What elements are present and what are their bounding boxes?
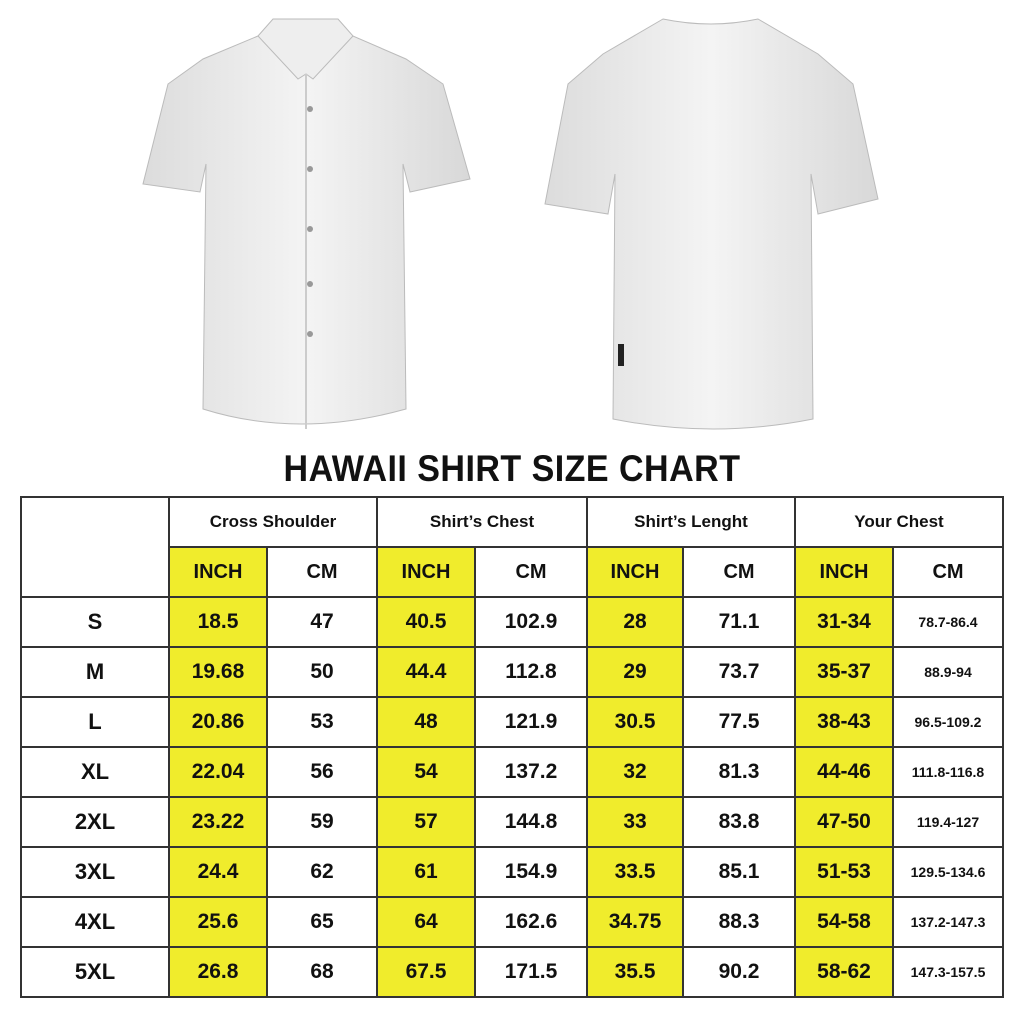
cm-value-cell: 47: [266, 596, 378, 648]
table-row: L 20.86 53 48 121.9 30.5 77.5 38-43 96.5-109.2: [20, 696, 1004, 748]
cm-value-cell: 50: [266, 646, 378, 698]
inch-value-cell: 38-43: [794, 696, 894, 748]
size-label: 5XL: [20, 946, 170, 998]
unit-header-row: INCH CM INCH CM INCH CM INCH CM: [21, 546, 1004, 598]
cm-value-cell: 129.5-134.6: [892, 846, 1004, 898]
inch-value-cell: 51-53: [794, 846, 894, 898]
cm-header: CM: [682, 546, 796, 598]
group-header: Your Chest: [794, 496, 1004, 548]
inch-value-cell: 32: [586, 746, 684, 798]
inch-value-cell: 35-37: [794, 646, 894, 698]
cm-value-cell: 171.5: [474, 946, 588, 998]
inch-value-cell: 30.5: [586, 696, 684, 748]
inch-value-cell: 25.6: [168, 896, 268, 948]
group-header: Shirt’s Chest: [376, 496, 588, 548]
cm-value-cell: 137.2-147.3: [892, 896, 1004, 948]
inch-value-cell: 58-62: [794, 946, 894, 998]
cm-value-cell: 111.8-116.8: [892, 746, 1004, 798]
inch-header: INCH: [168, 546, 268, 598]
table-row: 5XL 26.8 68 67.5 171.5 35.5 90.2 58-62 147.3-157…: [20, 946, 1004, 998]
cm-value-cell: 73.7: [682, 646, 796, 698]
inch-header: INCH: [794, 546, 894, 598]
cm-value-cell: 88.3: [682, 896, 796, 948]
inch-value-cell: 33: [586, 796, 684, 848]
size-label: L: [20, 696, 170, 748]
group-header-row: Cross Shoulder Shirt’s Chest Shirt’s Lengh…: [20, 496, 1004, 598]
size-label: 3XL: [20, 846, 170, 898]
cm-value-cell: 59: [266, 796, 378, 848]
cm-header: CM: [892, 546, 1004, 598]
cm-value-cell: 78.7-86.4: [892, 596, 1004, 648]
corner-cell: [20, 496, 170, 598]
inch-value-cell: 20.86: [168, 696, 268, 748]
cm-value-cell: 90.2: [682, 946, 796, 998]
table-row: 2XL 23.22 59 57 144.8 33 83.8 47-50 119.4-127: [20, 796, 1004, 848]
cm-value-cell: 154.9: [474, 846, 588, 898]
cm-value-cell: 81.3: [682, 746, 796, 798]
inch-value-cell: 18.5: [168, 596, 268, 648]
group-header: Cross Shoulder: [168, 496, 378, 548]
inch-value-cell: 22.04: [168, 746, 268, 798]
cm-value-cell: 147.3-157.5: [892, 946, 1004, 998]
inch-value-cell: 33.5: [586, 846, 684, 898]
cm-value-cell: 102.9: [474, 596, 588, 648]
inch-value-cell: 48: [376, 696, 476, 748]
cm-header: CM: [266, 546, 378, 598]
inch-value-cell: 19.68: [168, 646, 268, 698]
inch-header: INCH: [376, 546, 476, 598]
shirt-back-image: [544, 18, 879, 430]
group-header: Shirt’s Lenght: [586, 496, 796, 548]
size-chart-title: HAWAII SHIRT SIZE CHART: [283, 448, 741, 489]
inch-value-cell: 54-58: [794, 896, 894, 948]
cm-header: CM: [474, 546, 588, 598]
table-row: 3XL 24.4 62 61 154.9 33.5 85.1 51-53 129.5-134.6: [20, 846, 1004, 898]
table-row: M 19.68 50 44.4 112.8 29 73.7 35-37 88.9-94: [20, 646, 1004, 698]
cm-value-cell: 53: [266, 696, 378, 748]
inch-value-cell: 61: [376, 846, 476, 898]
size-label: 2XL: [20, 796, 170, 848]
inch-value-cell: 28: [586, 596, 684, 648]
cm-value-cell: 68: [266, 946, 378, 998]
cm-value-cell: 85.1: [682, 846, 796, 898]
inch-value-cell: 54: [376, 746, 476, 798]
cm-value-cell: 62: [266, 846, 378, 898]
cm-value-cell: 88.9-94: [892, 646, 1004, 698]
cm-value-cell: 96.5-109.2: [892, 696, 1004, 748]
inch-value-cell: 44.4: [376, 646, 476, 698]
inch-value-cell: 26.8: [168, 946, 268, 998]
size-label: XL: [20, 746, 170, 798]
cm-value-cell: 119.4-127: [892, 796, 1004, 848]
table-row: XL 22.04 56 54 137.2 32 81.3 44-46 111.8-116.8: [20, 746, 1004, 798]
inch-value-cell: 29: [586, 646, 684, 698]
inch-value-cell: 23.22: [168, 796, 268, 848]
inch-value-cell: 57: [376, 796, 476, 848]
table-row: S 18.5 47 40.5 102.9 28 71.1 31-34 78.7-86.4: [20, 596, 1004, 648]
inch-value-cell: 44-46: [794, 746, 894, 798]
cm-value-cell: 121.9: [474, 696, 588, 748]
cm-value-cell: 56: [266, 746, 378, 798]
size-chart-table: Cross Shoulder Shirt’s Chest Shirt’s Lengh…: [20, 496, 1004, 998]
size-label: M: [20, 646, 170, 698]
size-label: S: [20, 596, 170, 648]
cm-value-cell: 71.1: [682, 596, 796, 648]
cm-value-cell: 162.6: [474, 896, 588, 948]
cm-value-cell: 137.2: [474, 746, 588, 798]
inch-value-cell: 34.75: [586, 896, 684, 948]
cm-value-cell: 144.8: [474, 796, 588, 848]
inch-header: INCH: [586, 546, 684, 598]
table-row: 4XL 25.6 65 64 162.6 34.75 88.3 54-58 137.2-147.…: [20, 896, 1004, 948]
cm-value-cell: 112.8: [474, 646, 588, 698]
inch-value-cell: 24.4: [168, 846, 268, 898]
cm-value-cell: 77.5: [682, 696, 796, 748]
inch-value-cell: 67.5: [376, 946, 476, 998]
inch-value-cell: 31-34: [794, 596, 894, 648]
cm-value-cell: 65: [266, 896, 378, 948]
inch-value-cell: 64: [376, 896, 476, 948]
cm-value-cell: 83.8: [682, 796, 796, 848]
inch-value-cell: 47-50: [794, 796, 894, 848]
shirt-front-image: [142, 18, 471, 429]
size-label: 4XL: [20, 896, 170, 948]
inch-value-cell: 35.5: [586, 946, 684, 998]
inch-value-cell: 40.5: [376, 596, 476, 648]
